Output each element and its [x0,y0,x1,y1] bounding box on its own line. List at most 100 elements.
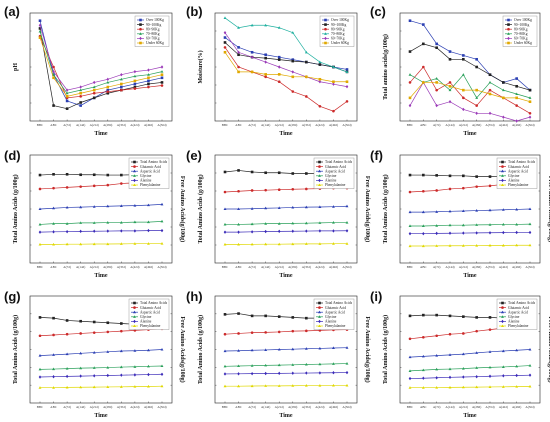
legend-swatch-marker [133,306,136,309]
x-axis-label: Time [94,273,108,279]
data-point [475,185,478,188]
data-point [223,384,227,388]
data-point [92,229,96,233]
legend-swatch-marker [133,183,136,187]
legend-swatch-marker [133,310,136,314]
data-point [147,384,150,388]
data-point [277,330,281,334]
data-point [291,187,295,191]
series-line [224,32,348,87]
x-tick-label: A(14d) [76,265,85,269]
data-point [250,348,254,352]
series-line [409,43,531,91]
data-point [147,203,150,207]
data-point [345,229,349,233]
data-point [501,349,505,353]
data-point [332,82,335,86]
data-point [160,364,164,368]
data-point [38,207,42,211]
data-point [332,242,335,245]
data-point [291,205,295,209]
data-point [79,91,82,95]
series-line [39,204,163,210]
data-point [147,79,150,83]
legend-label: Aspartic Acid [325,169,345,173]
data-point [52,386,55,389]
data-point [422,376,425,380]
data-point [332,65,335,69]
data-point [65,186,69,189]
data-point [291,90,295,93]
legend-label: Over 100Kg [514,18,532,22]
data-point [277,26,281,29]
data-point [133,242,137,245]
data-point [223,190,227,194]
data-point [408,73,412,76]
data-point [160,65,164,69]
x-tick-label: A(7d) [63,123,71,127]
data-point [422,42,425,46]
x-axis-label: Time [94,413,108,419]
legend-label: Glycine [508,174,520,178]
x-tick-label: BBC [37,123,43,127]
x-tick-label: A(28d) [103,265,112,269]
legend-label: Over 100Kg [146,18,164,22]
x-tick-label: A(14d) [76,123,85,127]
legend-label: 60~70Kg [146,37,160,41]
data-point [79,205,83,209]
x-tick-label: ABC [235,265,242,269]
data-point [79,88,83,92]
series-line [409,365,531,372]
data-point [277,188,281,192]
data-point [528,96,532,99]
x-tick-label: A(21d) [459,265,468,269]
data-point [133,87,137,90]
x-axis-label: Time [279,273,293,279]
legend-label: Glycine [508,315,520,319]
panel-letter: (i) [370,289,382,304]
data-point [133,79,137,83]
data-point [92,385,96,389]
x-tick-label: A(7d) [63,265,71,269]
data-point [250,384,254,388]
data-point [277,58,281,61]
data-point [435,367,439,371]
y-axis-label: Moisture(%) [197,50,204,83]
legend-label: Under 60Kg [331,41,349,45]
data-point [515,385,519,388]
data-point [304,221,308,225]
data-point [160,384,164,388]
data-point [106,385,110,388]
data-point [488,316,492,319]
data-point [119,221,123,224]
data-point [291,347,295,351]
data-point [462,96,465,100]
data-point [435,77,439,80]
data-point [528,88,532,92]
x-tick-label: A(42d) [130,123,139,127]
data-point [421,368,425,372]
data-point [318,229,322,233]
x-tick-label: A(56d) [157,405,166,409]
legend-swatch-marker [133,169,136,173]
data-point [448,223,452,227]
x-tick-label: BBC [222,265,228,269]
data-point [106,350,110,353]
data-point [106,77,110,82]
x-tick-label: A(7d) [248,265,256,269]
legend-swatch-marker [318,306,321,309]
data-point [250,242,254,246]
data-point [528,111,532,115]
legend-label: Under 60Kg [514,41,532,45]
data-point [528,347,532,351]
data-point [305,329,308,333]
data-point [120,85,123,89]
data-point [488,88,492,92]
legend-label: Alanine [508,179,520,183]
data-point [515,96,518,100]
legend-swatch-marker [133,165,136,168]
data-point [515,92,519,96]
data-point [421,210,425,214]
x-tick-label: A(56d) [525,405,534,409]
y-axis-label: Total Amino Acids (g/100g) [12,315,19,384]
